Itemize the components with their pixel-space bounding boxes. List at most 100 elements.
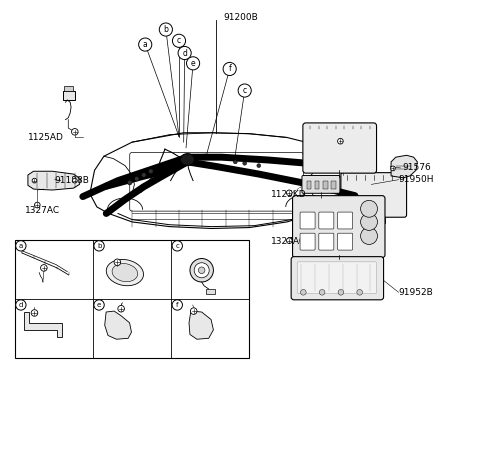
Text: d: d bbox=[182, 49, 187, 58]
Text: 1141AC: 1141AC bbox=[30, 281, 58, 287]
Text: 91952B: 91952B bbox=[398, 288, 433, 297]
Circle shape bbox=[194, 263, 209, 278]
Circle shape bbox=[360, 228, 377, 244]
Circle shape bbox=[191, 308, 197, 314]
Circle shape bbox=[172, 241, 182, 251]
Text: 91188B: 91188B bbox=[55, 176, 90, 185]
Circle shape bbox=[35, 202, 40, 208]
Circle shape bbox=[287, 238, 292, 244]
Polygon shape bbox=[105, 311, 132, 339]
Circle shape bbox=[300, 289, 306, 295]
Text: 1141AC: 1141AC bbox=[22, 303, 50, 309]
FancyBboxPatch shape bbox=[300, 233, 315, 250]
Bar bbox=[307, 181, 312, 189]
Text: 1141AC: 1141AC bbox=[106, 254, 134, 261]
Text: a: a bbox=[19, 243, 23, 249]
Text: b: b bbox=[97, 243, 101, 249]
Circle shape bbox=[148, 169, 153, 174]
Text: 1141AC: 1141AC bbox=[180, 301, 208, 307]
Text: f: f bbox=[176, 302, 179, 308]
FancyBboxPatch shape bbox=[297, 262, 376, 294]
Text: f: f bbox=[228, 65, 231, 74]
Circle shape bbox=[338, 289, 344, 295]
Polygon shape bbox=[391, 155, 418, 178]
FancyBboxPatch shape bbox=[291, 257, 384, 300]
Circle shape bbox=[178, 46, 191, 59]
Text: 1327AC: 1327AC bbox=[25, 206, 60, 215]
FancyBboxPatch shape bbox=[341, 173, 407, 217]
FancyBboxPatch shape bbox=[292, 196, 385, 258]
Circle shape bbox=[190, 259, 214, 282]
Ellipse shape bbox=[106, 260, 144, 286]
Text: a: a bbox=[143, 40, 147, 49]
Circle shape bbox=[41, 265, 47, 271]
Circle shape bbox=[139, 38, 152, 51]
Circle shape bbox=[287, 190, 292, 196]
Circle shape bbox=[127, 180, 132, 185]
Circle shape bbox=[72, 128, 78, 135]
Polygon shape bbox=[28, 171, 81, 190]
Text: e: e bbox=[191, 59, 195, 68]
Circle shape bbox=[243, 161, 247, 165]
Bar bbox=[324, 181, 327, 189]
Circle shape bbox=[223, 62, 236, 76]
Circle shape bbox=[172, 300, 182, 310]
Circle shape bbox=[114, 259, 120, 266]
Text: 91950H: 91950H bbox=[398, 175, 434, 184]
Text: 91200B: 91200B bbox=[224, 13, 258, 22]
FancyBboxPatch shape bbox=[319, 233, 334, 250]
Text: c: c bbox=[175, 243, 179, 249]
Circle shape bbox=[32, 178, 37, 183]
Circle shape bbox=[16, 241, 26, 251]
Circle shape bbox=[134, 177, 139, 181]
Text: c: c bbox=[242, 86, 247, 95]
FancyBboxPatch shape bbox=[319, 212, 334, 229]
Text: 1141AC: 1141AC bbox=[101, 300, 130, 306]
Circle shape bbox=[16, 300, 26, 310]
Bar bbox=[332, 181, 336, 189]
Bar bbox=[15, 240, 250, 358]
Circle shape bbox=[391, 166, 396, 171]
Text: d: d bbox=[19, 302, 23, 308]
Circle shape bbox=[360, 213, 377, 230]
Circle shape bbox=[187, 57, 200, 70]
Circle shape bbox=[142, 173, 146, 177]
Polygon shape bbox=[24, 312, 62, 337]
Circle shape bbox=[238, 84, 251, 97]
Circle shape bbox=[233, 160, 237, 164]
Ellipse shape bbox=[180, 154, 194, 165]
Bar bbox=[206, 289, 215, 294]
Circle shape bbox=[72, 178, 77, 183]
FancyBboxPatch shape bbox=[300, 212, 315, 229]
Bar bbox=[62, 91, 75, 100]
Text: 1125KD: 1125KD bbox=[271, 190, 306, 199]
Circle shape bbox=[319, 289, 325, 295]
Bar bbox=[64, 86, 73, 91]
FancyBboxPatch shape bbox=[337, 212, 353, 229]
Circle shape bbox=[198, 267, 205, 274]
Text: 91812C: 91812C bbox=[181, 244, 210, 251]
Text: e: e bbox=[97, 302, 101, 308]
Circle shape bbox=[357, 289, 362, 295]
Text: b: b bbox=[163, 25, 168, 34]
Text: c: c bbox=[177, 36, 181, 45]
FancyBboxPatch shape bbox=[302, 176, 340, 194]
Circle shape bbox=[118, 305, 124, 312]
Text: 1327AC: 1327AC bbox=[327, 143, 362, 152]
Circle shape bbox=[172, 34, 186, 47]
Circle shape bbox=[94, 300, 104, 310]
Circle shape bbox=[159, 23, 172, 36]
Bar bbox=[357, 214, 385, 223]
Circle shape bbox=[257, 164, 261, 168]
Circle shape bbox=[337, 138, 343, 144]
Polygon shape bbox=[189, 311, 214, 339]
Circle shape bbox=[31, 310, 38, 316]
FancyBboxPatch shape bbox=[337, 233, 353, 250]
Circle shape bbox=[360, 200, 377, 217]
Text: 91576: 91576 bbox=[402, 163, 431, 172]
Ellipse shape bbox=[112, 263, 138, 282]
Bar bbox=[315, 181, 320, 189]
Text: 1327AC: 1327AC bbox=[271, 237, 306, 246]
Text: 1125AD: 1125AD bbox=[28, 133, 64, 142]
FancyBboxPatch shape bbox=[303, 123, 376, 173]
